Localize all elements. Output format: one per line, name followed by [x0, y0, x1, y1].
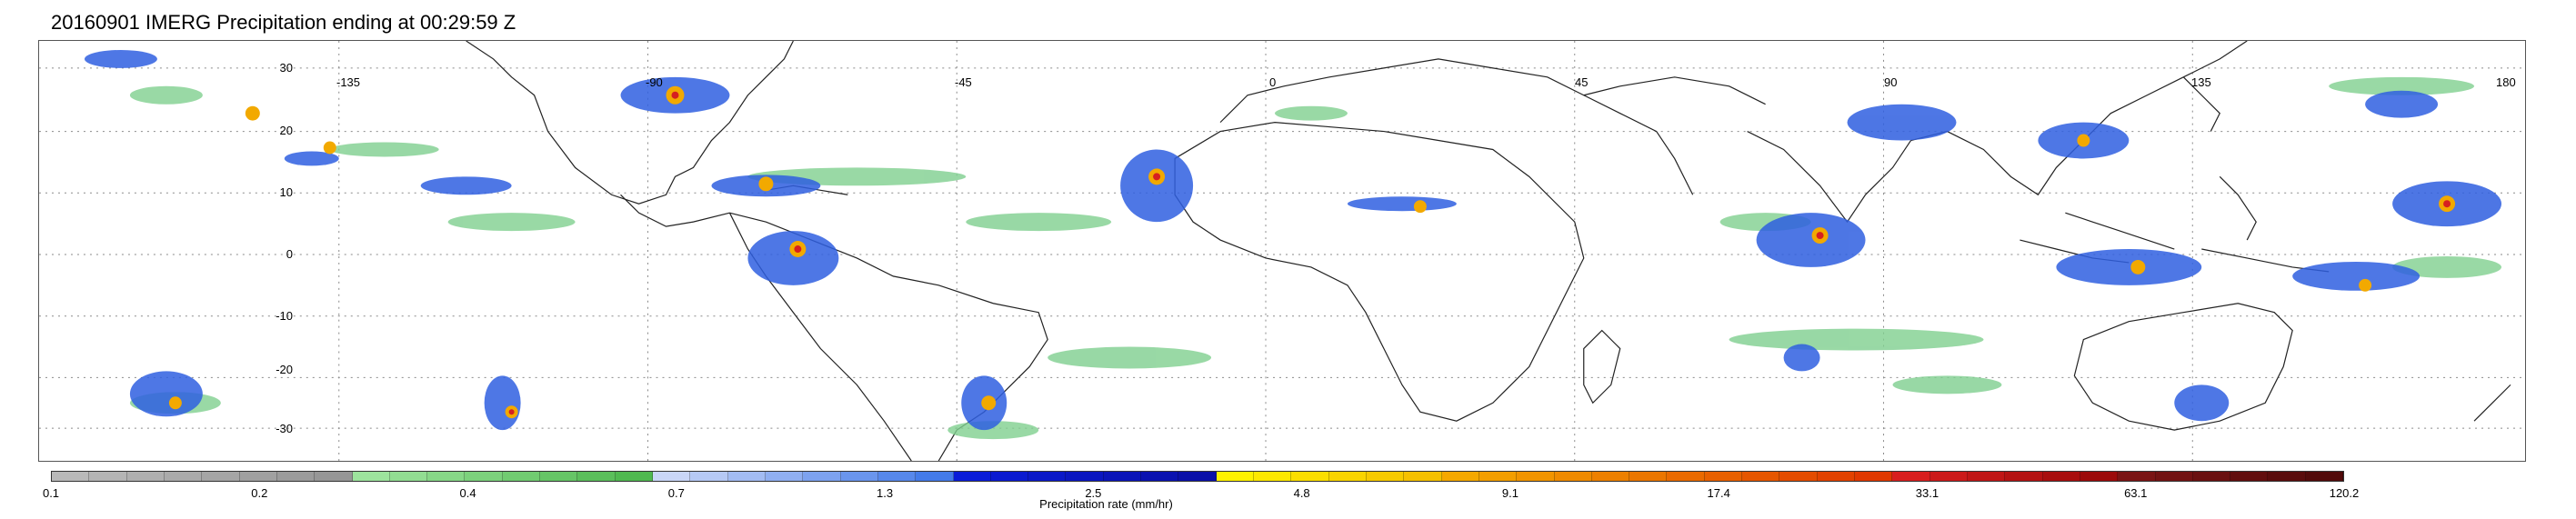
colorbar-segment: [1967, 472, 2006, 481]
colorbar-segment: [389, 472, 428, 481]
colorbar-segment: [1817, 472, 1855, 481]
colorbar-segment: [2118, 472, 2156, 481]
colorbar-segment: [352, 472, 390, 481]
lon-label-minus45: -45: [955, 75, 972, 89]
colorbar: [51, 471, 2344, 482]
map-title: 20160901 IMERG Precipitation ending at 0…: [51, 11, 516, 34]
lat-label-30: 30: [279, 61, 293, 75]
colorbar-segment: [1328, 472, 1367, 481]
colorbar-segment: [52, 472, 90, 481]
colorbar-segment: [577, 472, 616, 481]
colorbar-segment: [89, 472, 127, 481]
colorbar-segment: [653, 472, 691, 481]
colorbar-segment: [877, 472, 917, 481]
colorbar-title: Precipitation rate (mm/hr): [1039, 497, 1173, 511]
colorbar-segment: [276, 472, 316, 481]
colorbar-segment: [765, 472, 804, 481]
colorbar-segment: [202, 472, 240, 481]
colorbar-segment: [840, 472, 878, 481]
colorbar-segment: [1291, 472, 1329, 481]
colorbar-segment: [1066, 472, 1104, 481]
colorbar-tick-label: 1.3: [877, 486, 894, 500]
colorbar-segment: [1216, 472, 1254, 481]
colorbar-segment: [540, 472, 578, 481]
colorbar-segment: [1704, 472, 1743, 481]
colorbar-segment: [1779, 472, 1818, 481]
colorbar-segment: [1441, 472, 1479, 481]
colorbar-tick-label: 17.4: [1707, 486, 1730, 500]
colorbar-segment: [2192, 472, 2231, 481]
colorbar-segment: [1141, 472, 1179, 481]
colorbar-segment: [502, 472, 541, 481]
precipitation-map[interactable]: [38, 40, 2526, 462]
colorbar-segment: [1554, 472, 1592, 481]
lon-label-45: 45: [1575, 75, 1589, 89]
colorbar-tick-label: 0.4: [459, 486, 476, 500]
colorbar-segment: [1517, 472, 1555, 481]
colorbar-segment: [1892, 472, 1930, 481]
colorbar-segment: [2155, 472, 2193, 481]
colorbar-tick-label: 4.8: [1293, 486, 1310, 500]
colorbar-segment: [2268, 472, 2306, 481]
lat-label-minus20: -20: [276, 363, 293, 376]
colorbar-tick-label: 33.1: [1915, 486, 1940, 500]
map-canvas: [39, 41, 2525, 461]
colorbar-tick-label: 63.1: [2124, 486, 2148, 500]
colorbar-segment: [1254, 472, 1292, 481]
colorbar-segment: [1178, 472, 1217, 481]
colorbar-segment: [1591, 472, 1630, 481]
colorbar-segment: [1855, 472, 1893, 481]
lat-label-minus30: -30: [276, 422, 293, 435]
colorbar-tick-label: 9.1: [1501, 486, 1519, 500]
colorbar-segment: [239, 472, 277, 481]
lon-label-90: 90: [1884, 75, 1898, 89]
colorbar-tick-label: 0.2: [251, 486, 268, 500]
colorbar-segment: [2305, 472, 2344, 481]
colorbar-segment: [427, 472, 466, 481]
colorbar-tick-label: 0.7: [667, 486, 685, 500]
colorbar-segment: [1929, 472, 1968, 481]
lon-label-0: 0: [1269, 75, 1277, 89]
precipitation-cells: [84, 49, 2502, 440]
colorbar-segment: [727, 472, 766, 481]
colorbar-segment: [2042, 472, 2080, 481]
colorbar-segment: [615, 472, 653, 481]
colorbar-segment: [2005, 472, 2043, 481]
colorbar-segment: [2080, 472, 2119, 481]
colorbar-segment: [1478, 472, 1518, 481]
colorbar-segment: [1103, 472, 1142, 481]
colorbar-segment: [1742, 472, 1780, 481]
lon-label-135: 135: [2191, 75, 2211, 89]
colorbar-tick-label: 0.1: [42, 486, 60, 500]
colorbar-segment: [690, 472, 728, 481]
colorbar-segment: [916, 472, 954, 481]
colorbar-segment: [315, 472, 353, 481]
colorbar-segment: [2230, 472, 2269, 481]
colorbar-segment: [953, 472, 991, 481]
colorbar-segment: [465, 472, 503, 481]
colorbar-segment: [1404, 472, 1442, 481]
lat-label-10: 10: [279, 185, 293, 199]
colorbar-segment: [1667, 472, 1705, 481]
lat-label-20: 20: [279, 124, 293, 137]
colorbar-segment: [990, 472, 1029, 481]
colorbar-segment: [803, 472, 841, 481]
lat-label-0: 0: [286, 247, 293, 261]
lon-label-minus135: -135: [336, 75, 361, 89]
lon-label-180: 180: [2496, 75, 2516, 89]
colorbar-tick-label: 120.2: [2329, 486, 2360, 500]
lon-label-minus90: -90: [646, 75, 663, 89]
colorbar-segment: [164, 472, 203, 481]
colorbar-segment: [126, 472, 165, 481]
colorbar-segment: [1028, 472, 1067, 481]
colorbar-segment: [1366, 472, 1405, 481]
lat-label-minus10: -10: [276, 309, 293, 323]
colorbar-tick-label: 2.5: [1085, 486, 1102, 500]
colorbar-segment: [1629, 472, 1668, 481]
